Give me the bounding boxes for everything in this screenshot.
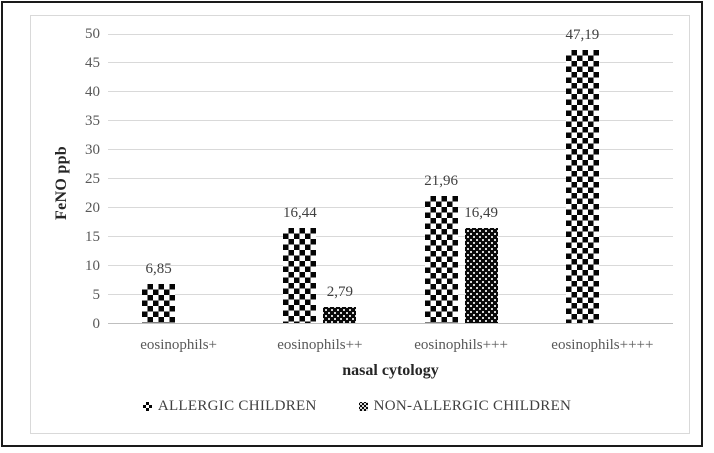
x-axis-line xyxy=(108,323,673,324)
y-tick-label: 30 xyxy=(85,141,100,158)
bar-value-label: 6,85 xyxy=(145,260,172,277)
bar-non-allergic-children xyxy=(323,307,357,324)
y-tick-label: 25 xyxy=(85,170,100,187)
legend-item-non-allergic-children: NON-ALLERGIC CHILDREN xyxy=(358,398,572,415)
y-tick-label: 50 xyxy=(85,26,100,42)
y-tick-label: 40 xyxy=(85,83,100,100)
x-tick-label: eosinophils+++ xyxy=(414,337,508,353)
y-gridline xyxy=(108,178,673,180)
dotted-pattern-swatch-icon xyxy=(358,402,368,411)
bar-allergic-children xyxy=(142,283,176,324)
y-gridline xyxy=(108,33,673,35)
x-axis-title: nasal cytology xyxy=(342,362,439,379)
bar-value-label: 47,19 xyxy=(565,27,600,44)
y-gridline xyxy=(108,236,673,238)
bar-allergic-children xyxy=(565,50,599,324)
y-gridline xyxy=(108,62,673,64)
checkerboard-pattern-swatch-icon xyxy=(142,402,152,411)
y-tick-label: 35 xyxy=(85,112,100,129)
legend-label: ALLERGIC CHILDREN xyxy=(157,398,317,414)
y-tick-label: 45 xyxy=(85,54,100,71)
chart-legend: ALLERGIC CHILDREN NON-ALLERGIC CHILDREN xyxy=(0,398,714,415)
y-tick-label: 10 xyxy=(85,257,100,274)
y-gridline xyxy=(108,207,673,209)
y-gridline xyxy=(108,120,673,122)
bar-value-label: 2,79 xyxy=(326,284,353,301)
legend-item-allergic-children: ALLERGIC CHILDREN xyxy=(142,398,317,415)
x-tick-label: eosinophils+ xyxy=(140,337,218,353)
y-tick-label: 15 xyxy=(85,228,100,245)
bar-non-allergic-children xyxy=(464,228,498,324)
y-tick-label: 0 xyxy=(92,315,101,332)
bar-value-label: 21,96 xyxy=(424,173,458,190)
bar-allergic-children xyxy=(283,228,317,324)
bar-allergic-children xyxy=(424,196,458,324)
bar-value-label: 16,49 xyxy=(464,205,498,222)
y-axis-title: FeNO ppb xyxy=(53,146,70,220)
figure-outer-border xyxy=(1,1,703,447)
y-gridline xyxy=(108,265,673,267)
x-tick-label: eosinophils++++ xyxy=(551,337,654,353)
x-tick-label: eosinophils++ xyxy=(277,337,363,353)
y-gridline xyxy=(108,294,673,296)
y-gridline xyxy=(108,91,673,93)
y-tick-label: 5 xyxy=(92,286,101,303)
y-gridline xyxy=(108,149,673,151)
bar-value-label: 16,44 xyxy=(283,205,317,222)
legend-label: NON-ALLERGIC CHILDREN xyxy=(373,398,572,414)
y-tick-label: 20 xyxy=(85,199,100,216)
